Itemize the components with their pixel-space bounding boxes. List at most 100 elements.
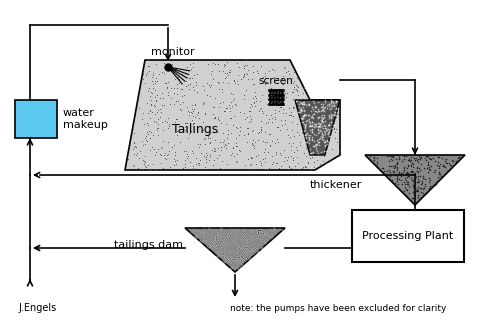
Point — [225, 102, 232, 108]
Point — [217, 239, 225, 244]
Point — [203, 81, 211, 86]
Point — [425, 179, 433, 184]
Point — [212, 230, 220, 235]
Point — [420, 193, 427, 198]
Point — [233, 234, 241, 239]
Point — [208, 238, 216, 243]
Point — [416, 195, 424, 200]
Point — [250, 235, 257, 240]
Point — [143, 133, 150, 138]
Point — [240, 133, 248, 138]
Point — [400, 179, 408, 184]
Point — [240, 230, 247, 235]
Point — [254, 248, 262, 253]
Point — [254, 228, 262, 233]
Point — [217, 239, 225, 244]
Point — [417, 186, 425, 191]
Point — [215, 80, 222, 85]
Point — [281, 121, 288, 126]
Point — [443, 157, 450, 162]
Point — [393, 160, 401, 165]
Point — [302, 113, 310, 118]
Point — [251, 140, 259, 145]
Point — [151, 111, 159, 117]
Point — [293, 89, 301, 94]
Point — [173, 158, 181, 163]
Point — [452, 159, 460, 164]
Point — [198, 231, 205, 236]
Point — [314, 106, 322, 111]
Point — [185, 226, 192, 231]
Point — [226, 68, 233, 73]
Point — [153, 110, 161, 115]
Point — [221, 247, 228, 252]
Point — [258, 245, 265, 250]
Point — [287, 143, 295, 148]
Point — [222, 260, 229, 265]
Point — [139, 71, 146, 77]
Point — [301, 124, 309, 130]
Point — [226, 227, 234, 232]
Point — [285, 163, 292, 168]
FancyBboxPatch shape — [15, 100, 57, 138]
Point — [214, 254, 221, 259]
Point — [278, 227, 286, 233]
Point — [424, 170, 432, 175]
Point — [229, 256, 237, 261]
Point — [331, 109, 338, 114]
Point — [236, 264, 244, 269]
Point — [387, 157, 395, 162]
Point — [256, 227, 264, 232]
Point — [421, 156, 429, 161]
Point — [234, 266, 241, 271]
Point — [300, 107, 308, 112]
Point — [325, 122, 333, 127]
Point — [204, 136, 212, 141]
Point — [189, 118, 196, 123]
Point — [325, 134, 333, 139]
Point — [265, 131, 273, 137]
Point — [227, 115, 235, 120]
Point — [211, 148, 218, 153]
Point — [189, 167, 197, 172]
Point — [156, 106, 164, 111]
Point — [322, 148, 329, 153]
Point — [261, 240, 268, 245]
Point — [249, 246, 257, 251]
Point — [147, 101, 155, 107]
Point — [233, 259, 240, 264]
Point — [301, 123, 309, 129]
Point — [200, 227, 208, 232]
Point — [281, 78, 288, 84]
Point — [159, 128, 167, 133]
Point — [300, 112, 307, 117]
Point — [317, 149, 324, 154]
Point — [331, 112, 338, 117]
Point — [190, 113, 197, 118]
Point — [435, 172, 443, 177]
Point — [240, 245, 248, 251]
Point — [210, 242, 218, 247]
Point — [446, 162, 454, 168]
Point — [163, 152, 171, 157]
Point — [304, 113, 312, 118]
Point — [321, 138, 328, 143]
Point — [324, 125, 332, 130]
Point — [325, 103, 333, 108]
Point — [180, 99, 187, 104]
Point — [392, 163, 399, 168]
Point — [231, 237, 239, 243]
Point — [256, 107, 264, 112]
Point — [212, 236, 219, 242]
Point — [171, 77, 179, 82]
Point — [238, 255, 246, 260]
Polygon shape — [365, 155, 465, 205]
Point — [192, 79, 200, 84]
Point — [140, 162, 148, 167]
Point — [317, 101, 324, 106]
Point — [220, 259, 228, 265]
Point — [255, 109, 263, 114]
Point — [314, 124, 322, 129]
Point — [328, 103, 336, 108]
Point — [222, 108, 229, 113]
